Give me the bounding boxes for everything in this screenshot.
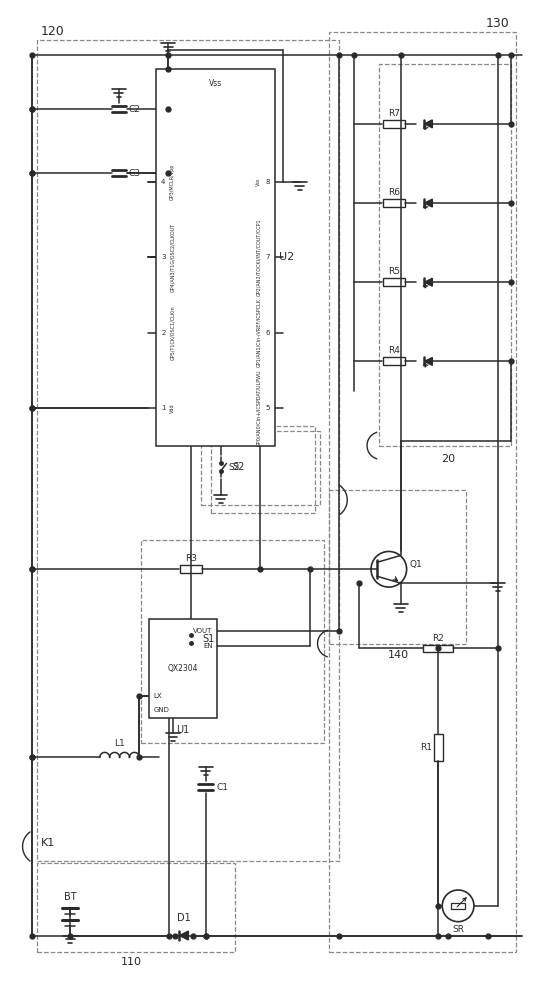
Text: GP0/AN0/Cin+/ICSPDAT/ULPWU: GP0/AN0/Cin+/ICSPDAT/ULPWU (256, 370, 261, 446)
Bar (141, 540, 324, 743)
Text: 5: 5 (266, 405, 270, 411)
Text: VOUT: VOUT (193, 628, 213, 634)
Text: 120: 120 (40, 25, 64, 38)
Text: C3: C3 (129, 169, 141, 178)
Text: U1: U1 (176, 725, 190, 735)
Text: GP2/AN2/TOCKI/INT/COUT/CCP1: GP2/AN2/TOCKI/INT/COUT/CCP1 (256, 219, 261, 296)
Text: 4: 4 (161, 179, 166, 185)
Text: GP3/MCLR/Vpp: GP3/MCLR/Vpp (170, 164, 175, 200)
Polygon shape (424, 278, 432, 286)
Polygon shape (424, 120, 432, 128)
Text: Vss: Vss (256, 178, 261, 186)
Text: LX: LX (153, 693, 162, 699)
Text: GND: GND (153, 707, 169, 713)
Text: L1: L1 (114, 739, 125, 748)
Text: R4: R4 (388, 346, 400, 355)
Bar (201, 431, 319, 505)
Polygon shape (424, 357, 432, 365)
Text: QX2304: QX2304 (168, 664, 198, 673)
Bar (383, 278, 405, 286)
Bar (451, 903, 465, 909)
Bar (37, 40, 339, 861)
Text: 110: 110 (121, 957, 142, 967)
Text: S1: S1 (203, 634, 215, 644)
Bar (329, 490, 466, 644)
Text: C2: C2 (129, 105, 141, 114)
Bar (383, 357, 405, 365)
Text: Q1: Q1 (410, 560, 422, 569)
Bar (156, 69, 275, 446)
Text: R1: R1 (420, 743, 432, 752)
Text: GP5/T1CK/OSC1/CLKin: GP5/T1CK/OSC1/CLKin (170, 305, 175, 360)
Bar (383, 120, 405, 128)
Bar (329, 32, 515, 952)
Text: BT: BT (64, 892, 77, 902)
Text: R3: R3 (185, 554, 197, 563)
Bar (211, 426, 315, 513)
Bar (37, 863, 235, 952)
Text: 7: 7 (265, 254, 270, 260)
Text: GP4/AN3/T1G/OSC2/CLKOUT: GP4/AN3/T1G/OSC2/CLKOUT (170, 223, 175, 292)
Text: GP1/AN1/Cin-/VREF/ICSPCLK: GP1/AN1/Cin-/VREF/ICSPCLK (256, 298, 261, 367)
Text: 1: 1 (161, 405, 166, 411)
Text: SR: SR (452, 925, 464, 934)
Text: 3: 3 (161, 254, 166, 260)
Text: EN: EN (203, 643, 213, 649)
Bar (180, 565, 202, 573)
Text: U2: U2 (279, 252, 294, 262)
Polygon shape (179, 931, 188, 940)
Text: R2: R2 (432, 634, 444, 643)
Bar (423, 645, 453, 652)
Text: Vdd: Vdd (170, 403, 175, 413)
Bar (149, 619, 217, 718)
Text: 140: 140 (388, 650, 409, 660)
Bar (379, 64, 510, 446)
Text: 8: 8 (265, 179, 270, 185)
Text: R5: R5 (388, 267, 400, 276)
Bar (434, 734, 443, 761)
Text: R6: R6 (388, 188, 400, 197)
Text: K1: K1 (40, 838, 55, 848)
Text: 20: 20 (441, 454, 455, 464)
Bar (383, 199, 405, 207)
Polygon shape (424, 199, 432, 207)
Text: S2: S2 (229, 463, 240, 472)
Text: S2: S2 (232, 462, 245, 472)
Text: 6: 6 (265, 330, 270, 336)
Text: C1: C1 (216, 783, 228, 792)
Text: Vss: Vss (209, 79, 222, 88)
Text: R7: R7 (388, 109, 400, 118)
Text: 130: 130 (486, 17, 510, 30)
Text: 2: 2 (161, 330, 166, 336)
Text: D1: D1 (177, 913, 191, 923)
